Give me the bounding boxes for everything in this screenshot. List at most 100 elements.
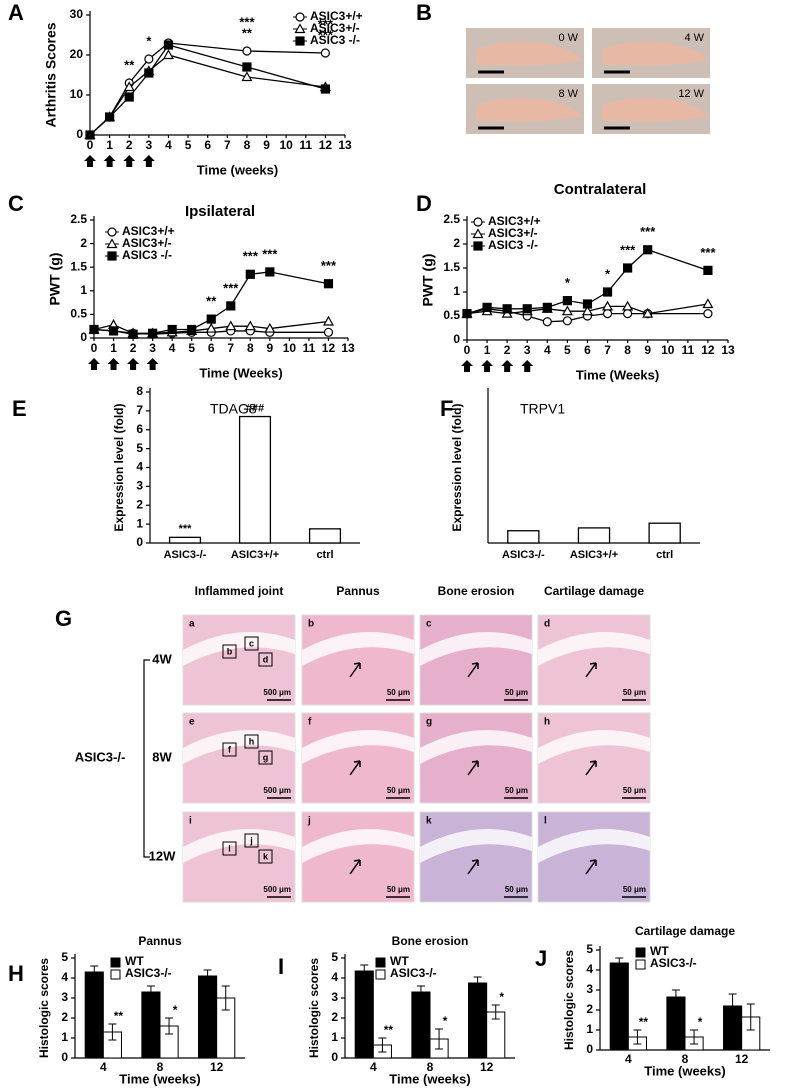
error-bar [90, 965, 99, 979]
x-tick-label: 1 [484, 343, 491, 357]
bar [198, 975, 218, 1059]
chart-title: Ipsilateral [185, 203, 255, 220]
marker [107, 251, 117, 261]
legend-swatch [375, 957, 386, 968]
x-tick-label: 1 [110, 341, 117, 355]
y-tick-label: 1 [136, 516, 143, 530]
panel-letter: A [8, 0, 24, 25]
significance-label: ** [114, 1009, 124, 1023]
scale-label: 50 μm [505, 885, 528, 894]
marker [323, 279, 334, 289]
x-tick-label: ASIC3+/+ [570, 549, 618, 561]
legend-swatch [635, 947, 646, 958]
micrograph [537, 614, 651, 706]
significance-label: ** [639, 1015, 649, 1029]
legend-swatch [110, 969, 121, 980]
marker [167, 324, 177, 335]
bar [609, 962, 629, 1051]
cell-letter: k [426, 816, 432, 827]
y-tick-label: 5 [586, 942, 593, 956]
x-tick-label: 7 [224, 138, 231, 152]
inset-box [244, 636, 259, 651]
legend-label: ASIC3+/+ [122, 224, 175, 238]
bar-label: *** [179, 523, 193, 535]
x-tick-label: 4 [370, 1060, 377, 1074]
x-tick-label: 10 [283, 341, 297, 355]
micrograph [182, 811, 296, 903]
legend-label: WT [390, 954, 409, 968]
x-axis-label: Time (weeks) [197, 162, 278, 177]
y-tick-label: 4 [61, 970, 68, 984]
marker [162, 49, 174, 60]
inset-label: g [263, 752, 269, 762]
marker [295, 36, 305, 46]
injection-arrow [127, 358, 140, 370]
x-tick-label: 5 [185, 138, 192, 152]
bar [238, 415, 272, 544]
legend-swatch [375, 969, 386, 980]
marker [245, 269, 255, 279]
x-tick-label: 12 [701, 343, 715, 357]
y-tick-label: 4 [586, 962, 593, 976]
inset-box [258, 750, 273, 765]
photo-label: 12 W [678, 88, 704, 100]
tissue [538, 730, 650, 764]
marker [124, 92, 134, 102]
x-tick-label: 7 [227, 341, 234, 355]
marker [106, 238, 118, 249]
x-tick-label: 9 [263, 138, 270, 152]
x-tick-label: ASIC3-/- [164, 549, 207, 561]
y-tick-label: 1 [586, 1022, 593, 1036]
x-tick-label: 4 [169, 341, 176, 355]
marker [265, 267, 275, 277]
panel-letter: F [440, 396, 453, 421]
error-bar [416, 985, 425, 999]
marker [502, 304, 512, 314]
bar [666, 996, 686, 1051]
marker [562, 296, 572, 306]
x-tick-label: 2 [126, 138, 133, 152]
photo-label: 0 W [558, 32, 578, 44]
y-tick-label: 5 [136, 441, 143, 455]
x-tick-label: ASIC3-/- [502, 549, 545, 561]
x-tick-label: 0 [464, 343, 471, 357]
cell-letter: g [426, 717, 432, 728]
tissue [538, 829, 650, 863]
significance-label: *** [318, 27, 334, 42]
scale-label: 50 μm [623, 688, 646, 697]
legend-label: ASIC3+/- [122, 236, 172, 250]
error-bar [360, 964, 369, 978]
bar [308, 528, 342, 544]
row-label: 4W [152, 651, 172, 666]
significance-label: * [173, 1003, 178, 1017]
panel-g: G Inflammed joint Pannus Bone erosion Cartil… [55, 584, 651, 903]
y-tick-label: 1 [80, 283, 87, 297]
panel-letter: E [12, 396, 27, 421]
legend-label: ASIC3 -/- [310, 33, 360, 47]
significance-label: * [698, 1015, 703, 1029]
x-tick-label: 10 [661, 343, 675, 357]
legend-label: ASIC3-/- [390, 966, 437, 980]
bar [354, 970, 374, 1059]
scale-label: 50 μm [387, 688, 410, 697]
x-tick-label: 12 [480, 1060, 494, 1074]
panel-letter: G [55, 606, 72, 631]
error-bar [378, 1037, 387, 1053]
y-tick-label: 5 [61, 950, 68, 964]
marker [205, 322, 217, 333]
significance-label: ** [242, 25, 253, 40]
x-tick-label: 11 [303, 341, 316, 355]
legend-label: ASIC3+/+ [310, 9, 363, 23]
tissue [183, 632, 295, 666]
marker [522, 304, 532, 314]
marker [482, 302, 492, 312]
marker [226, 301, 236, 311]
pointer-arrow [467, 859, 479, 875]
micrograph [301, 811, 415, 903]
cell-letter: e [189, 717, 195, 728]
error-bar [165, 1017, 174, 1035]
x-axis-label: Time (weeks) [644, 1063, 725, 1078]
y-tick-label: 10 [70, 87, 84, 101]
